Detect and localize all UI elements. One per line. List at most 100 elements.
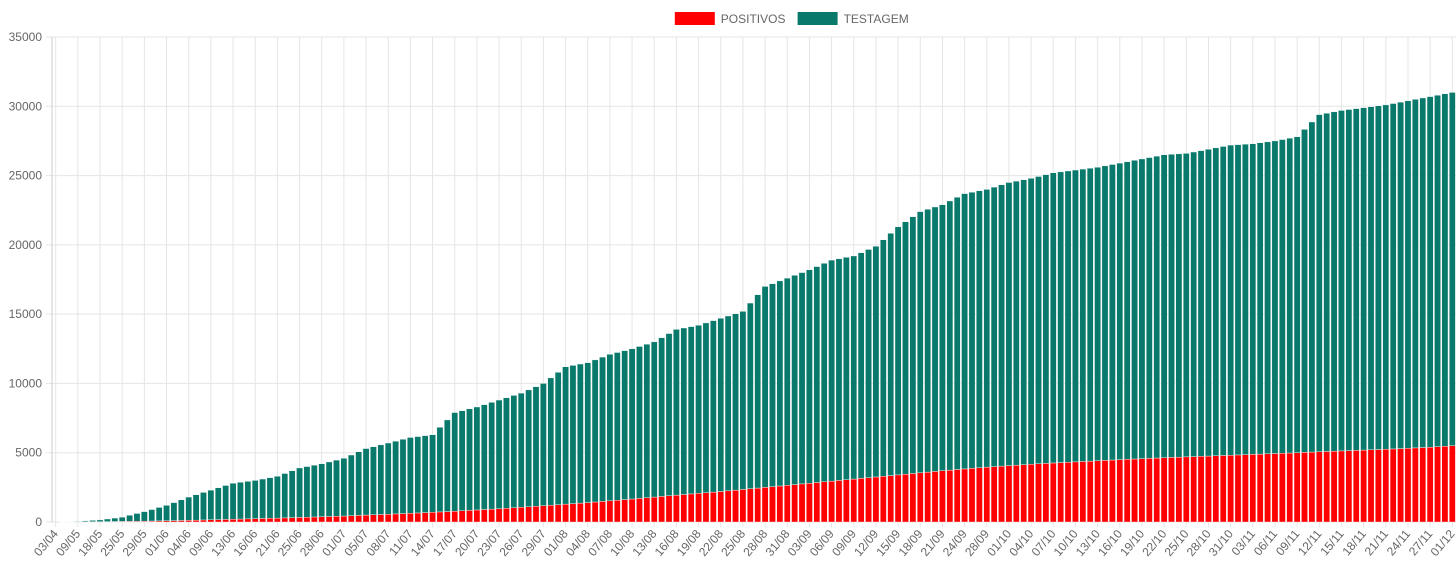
legend-swatch[interactable] — [674, 12, 715, 25]
bar — [739, 489, 747, 523]
bar — [229, 519, 237, 523]
bar — [362, 514, 370, 523]
bar — [628, 498, 636, 523]
bar — [1131, 160, 1138, 460]
bar — [370, 446, 377, 515]
bar — [1264, 141, 1271, 455]
bar — [421, 512, 429, 523]
bar — [532, 506, 540, 523]
bar — [909, 216, 917, 474]
bar — [1286, 137, 1294, 454]
bar — [931, 206, 939, 472]
bar — [1419, 447, 1427, 523]
bar — [953, 197, 961, 470]
bar — [377, 444, 385, 515]
bar — [170, 502, 178, 521]
bar — [1175, 456, 1183, 523]
x-tick-label: 01/12 — [1428, 527, 1456, 559]
bar — [1256, 142, 1264, 455]
bar — [222, 485, 229, 520]
bar — [251, 518, 259, 523]
bar — [347, 515, 355, 523]
bar — [488, 508, 495, 523]
bar — [1027, 464, 1035, 523]
bar — [1360, 449, 1367, 523]
bar — [843, 257, 850, 480]
bar — [444, 419, 451, 512]
bar — [1375, 449, 1382, 523]
bar — [318, 463, 326, 517]
bar — [1382, 104, 1390, 450]
bar — [370, 514, 377, 523]
bar — [1449, 92, 1456, 446]
bar — [517, 507, 525, 523]
bar — [761, 286, 769, 488]
bar — [865, 249, 872, 478]
bar — [1182, 153, 1190, 458]
bar — [710, 491, 717, 523]
bar — [473, 509, 481, 523]
bar — [1234, 144, 1242, 456]
bar — [887, 233, 895, 476]
bar — [1330, 450, 1338, 523]
bar — [296, 517, 303, 523]
bar — [244, 518, 252, 523]
bar — [392, 440, 399, 515]
bar — [754, 294, 761, 489]
bar — [436, 511, 444, 523]
bar — [1123, 459, 1131, 523]
bar — [562, 503, 569, 523]
bar — [222, 519, 229, 523]
bar — [458, 410, 466, 511]
bar — [894, 474, 902, 523]
bar — [599, 501, 606, 523]
bar — [1426, 96, 1434, 448]
bar — [990, 466, 998, 523]
bar — [1279, 139, 1286, 454]
bar — [650, 341, 658, 498]
bar — [192, 519, 200, 523]
bar — [466, 408, 473, 511]
bar — [628, 348, 636, 500]
bar — [1086, 167, 1094, 462]
bar — [192, 494, 200, 521]
bar — [495, 508, 503, 523]
bar — [399, 513, 407, 523]
bar — [1153, 155, 1161, 459]
bar — [1049, 462, 1057, 523]
bar — [724, 490, 732, 523]
bar — [89, 520, 96, 522]
bar — [1197, 150, 1205, 457]
bar — [318, 516, 326, 523]
bar — [1212, 147, 1220, 456]
x-tick-label: 21/11 — [1362, 527, 1392, 559]
bar — [1094, 460, 1101, 523]
bar — [880, 476, 887, 523]
bar — [288, 517, 296, 523]
bar — [311, 464, 318, 518]
bar — [473, 406, 481, 511]
bar — [828, 259, 835, 482]
bar — [732, 313, 739, 491]
bar — [1182, 456, 1190, 523]
bar — [776, 280, 784, 487]
bar — [968, 468, 976, 523]
bar — [717, 318, 725, 492]
bar — [946, 469, 954, 523]
bar — [828, 480, 835, 523]
legend-swatch[interactable] — [797, 12, 838, 25]
legend-item[interactable]: POSITIVOS — [674, 12, 786, 26]
bar — [259, 518, 266, 523]
bar — [1094, 167, 1101, 461]
bar — [444, 511, 451, 523]
bar — [976, 467, 983, 523]
legend-label[interactable]: POSITIVOS — [721, 12, 786, 26]
legend-item[interactable]: TESTAGEM — [797, 12, 909, 26]
bar — [916, 472, 924, 523]
x-tick-label: 03/11 — [1229, 527, 1259, 559]
legend-label[interactable]: TESTAGEM — [844, 12, 909, 26]
bar — [1441, 446, 1449, 523]
bar — [673, 494, 680, 523]
bar — [613, 352, 621, 501]
bar — [820, 263, 828, 483]
